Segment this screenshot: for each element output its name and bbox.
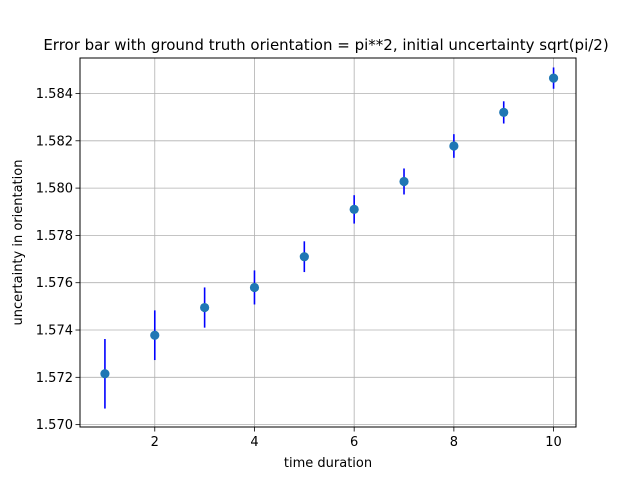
plot-frame — [79, 57, 577, 428]
x-tick-label: 4 — [250, 435, 258, 450]
x-tick-label: 8 — [450, 435, 458, 450]
x-tick-label: 6 — [350, 435, 358, 450]
x-axis-label: time duration — [284, 456, 372, 471]
y-tick-label: 1.580 — [36, 182, 73, 197]
data-point — [499, 107, 509, 118]
chart-title: Error bar with ground truth orientation … — [43, 36, 608, 54]
y-axis-label: uncertainty in orientation — [11, 160, 26, 326]
data-point — [399, 176, 409, 187]
y-tick-label: 1.574 — [36, 324, 73, 339]
data-point — [449, 141, 459, 151]
y-tick-label: 1.584 — [36, 87, 73, 102]
grid — [80, 58, 576, 427]
data-point — [200, 302, 210, 313]
data-points — [100, 73, 559, 379]
x-tick-label: 10 — [545, 435, 562, 450]
y-tick-label: 1.578 — [36, 229, 73, 244]
data-point — [249, 282, 260, 293]
data-point — [299, 252, 309, 262]
y-tick-label: 1.582 — [36, 134, 73, 149]
data-point — [150, 330, 160, 340]
data-point — [548, 73, 559, 83]
plot-area — [80, 58, 576, 427]
x-tick-label: 2 — [151, 435, 159, 450]
data-point — [100, 369, 110, 379]
ticks: 2 4 6 8 10 1.570 1.572 1.574 1.576 1.578 1.580 1.58… — [36, 87, 562, 450]
y-tick-label: 1.576 — [36, 276, 73, 291]
y-tick-label: 1.570 — [36, 418, 73, 433]
y-tick-label: 1.572 — [36, 371, 73, 386]
data-point — [349, 204, 359, 214]
